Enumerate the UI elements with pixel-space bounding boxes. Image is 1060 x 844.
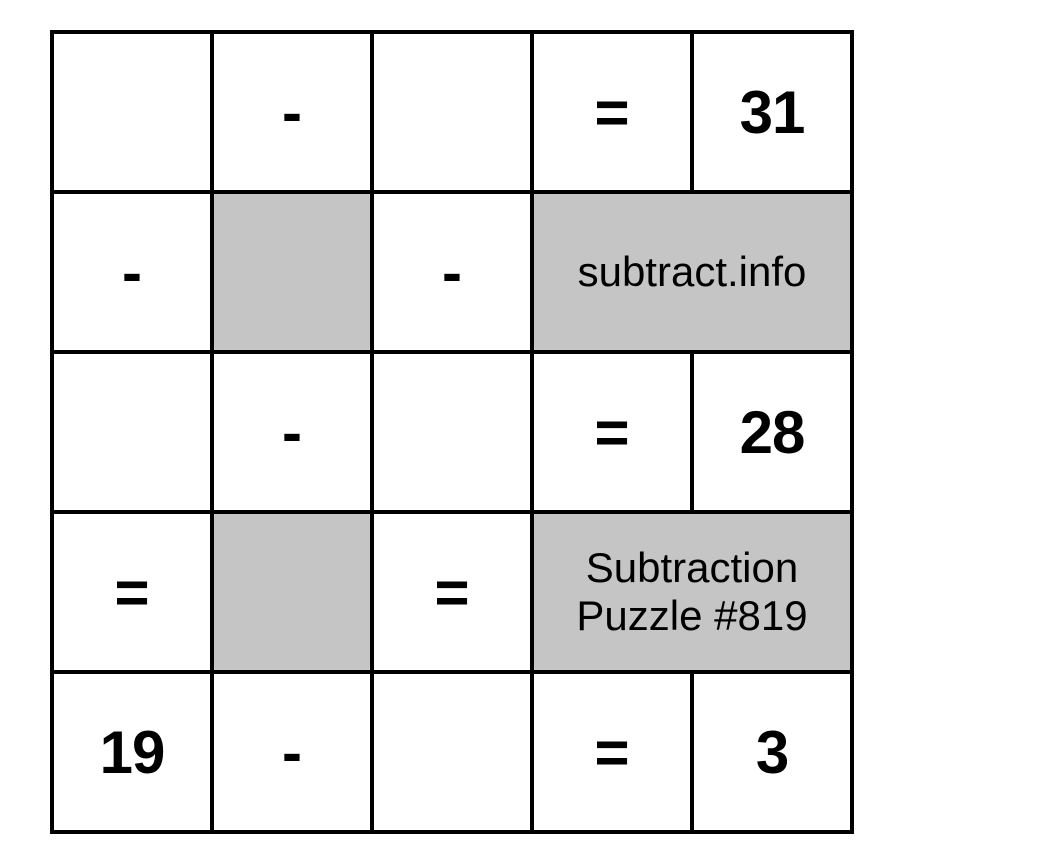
cell-blank[interactable] (52, 352, 212, 512)
cell-operator-equals: = (532, 672, 692, 832)
cell-operator-minus: - (372, 192, 532, 352)
cell-blank[interactable] (372, 352, 532, 512)
info-text: Subtraction Puzzle #819 (576, 544, 807, 639)
operator-text: - (122, 239, 142, 306)
cell-info-website: subtract.info (532, 192, 852, 352)
cell-operator-equals: = (532, 32, 692, 192)
cell-operator-equals: = (372, 512, 532, 672)
cell-shaded-empty (212, 512, 372, 672)
puzzle-container: - = 31 - - subtract.info - = 28 = = Subt… (0, 0, 1060, 844)
operator-text: = (594, 79, 629, 146)
cell-result: 28 (692, 352, 852, 512)
cell-operator-minus: - (212, 32, 372, 192)
operator-text: = (594, 719, 629, 786)
cell-value: 28 (740, 399, 805, 466)
cell-operator-equals: = (52, 512, 212, 672)
cell-operator-equals: = (532, 352, 692, 512)
operator-text: - (282, 719, 302, 786)
info-text: subtract.info (578, 248, 807, 295)
cell-value: 3 (756, 719, 788, 786)
operator-text: - (282, 399, 302, 466)
operator-text: - (442, 239, 462, 306)
cell-shaded-empty (212, 192, 372, 352)
cell-value: 31 (740, 79, 805, 146)
cell-result: 31 (692, 32, 852, 192)
cell-result: 3 (692, 672, 852, 832)
cell-value: 19 (100, 719, 165, 786)
cell-blank[interactable] (372, 672, 532, 832)
cell-operator-minus: - (212, 672, 372, 832)
cell-info-puzzle-id: Subtraction Puzzle #819 (532, 512, 852, 672)
cell-operator-minus: - (212, 352, 372, 512)
operator-text: = (114, 559, 149, 626)
operator-text: = (594, 399, 629, 466)
operator-text: - (282, 79, 302, 146)
cell-blank[interactable] (372, 32, 532, 192)
cell-operator-minus: - (52, 192, 212, 352)
cell-blank[interactable] (52, 32, 212, 192)
cell-given-number: 19 (52, 672, 212, 832)
operator-text: = (434, 559, 469, 626)
subtraction-puzzle-grid: - = 31 - - subtract.info - = 28 = = Subt… (50, 30, 854, 834)
